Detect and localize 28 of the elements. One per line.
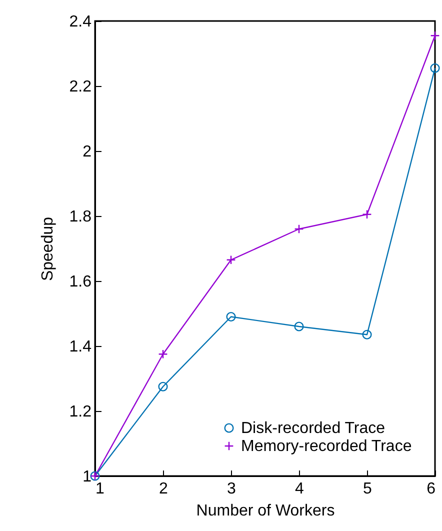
x-tick-label: 4 <box>295 480 304 498</box>
point <box>430 63 440 73</box>
point <box>362 210 372 220</box>
point <box>362 330 372 340</box>
y-tick-label: 2.2 <box>69 78 92 96</box>
y-tick-label: 1.2 <box>69 404 92 420</box>
point <box>226 312 236 322</box>
x-tick-label: 6 <box>426 480 436 498</box>
x-tick-label: 3 <box>227 480 236 498</box>
y-tick-label: 1.4 <box>69 338 92 356</box>
y-tick-label: 1.8 <box>69 208 92 226</box>
y-tick-label: 1.6 <box>69 274 92 290</box>
point <box>294 322 304 332</box>
point <box>158 349 168 359</box>
y-tick-label: 1 <box>82 468 92 486</box>
y-axis-title: Speedup <box>39 216 56 282</box>
x-axis-title: Number of Workers <box>196 502 335 520</box>
legend-label: Disk-recorded Trace <box>241 420 386 437</box>
x-tick-label: 5 <box>363 480 372 498</box>
y-tick-label: 2 <box>82 144 92 160</box>
x-tick-label: 2 <box>159 480 168 498</box>
legend-label: Memory-recorded Trace <box>241 438 412 455</box>
point <box>226 255 236 265</box>
point <box>158 382 168 392</box>
y-tick-label: 2.4 <box>69 14 92 30</box>
point <box>294 224 304 234</box>
x-tick-label: 1 <box>96 480 104 498</box>
point <box>430 30 440 40</box>
